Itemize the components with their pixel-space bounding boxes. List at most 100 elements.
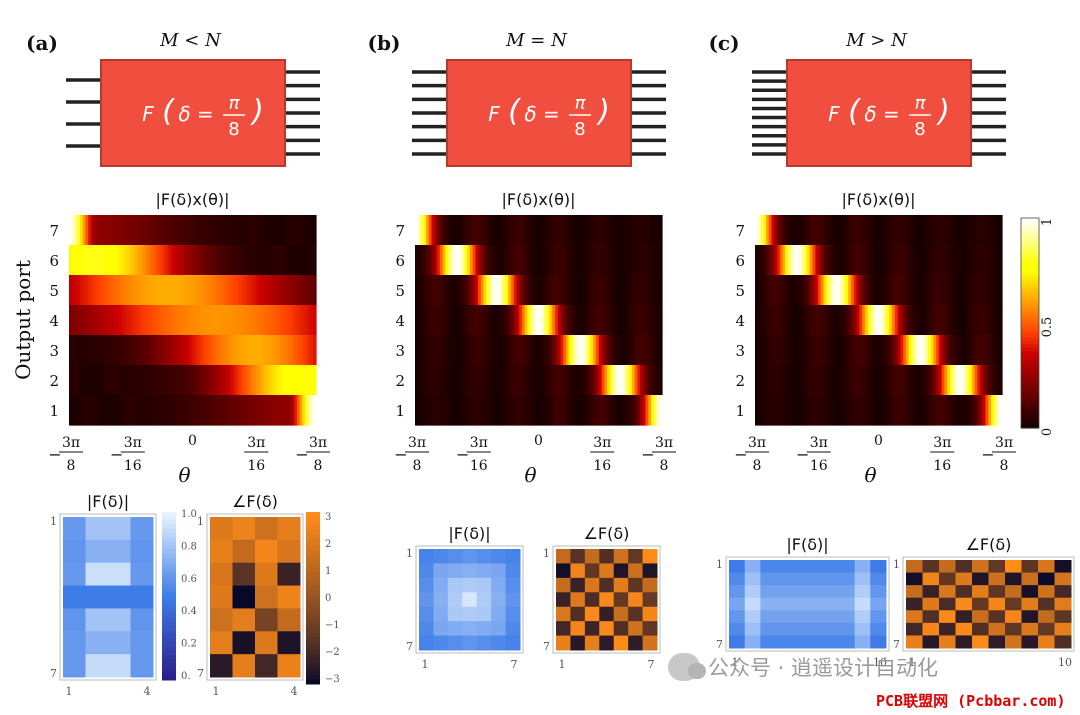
heatmap-cell — [206, 335, 210, 366]
heatmap-cell — [478, 215, 482, 246]
heatmap-cell — [222, 335, 227, 366]
heatmap-cell — [285, 215, 290, 246]
phase-row-tick: 7 — [543, 640, 550, 653]
amp-cell — [838, 635, 856, 649]
heatmap-cell — [640, 305, 644, 336]
heatmap-cell — [269, 275, 273, 306]
heatmap-cell — [244, 215, 248, 246]
heatmap-cell — [845, 305, 849, 336]
heatmap-cell — [467, 275, 471, 306]
heatmap-cell — [966, 245, 970, 276]
heatmap-cell — [252, 245, 257, 276]
heatmap-cell — [294, 335, 298, 366]
x-tick-den: 8 — [660, 458, 669, 474]
heatmap-cell — [900, 365, 904, 396]
heatmap-cell — [538, 395, 542, 426]
phase-cell — [613, 563, 629, 579]
heatmap-cell — [557, 365, 562, 396]
heatmap-cell — [461, 305, 465, 336]
heatmap-cell — [840, 215, 844, 246]
phase-cell — [939, 597, 956, 611]
heatmap-cell — [428, 335, 433, 366]
phase-colorbar-step — [306, 632, 320, 638]
amp-colorbar-step — [162, 520, 176, 526]
phase-cell — [1054, 585, 1072, 599]
heatmap-cell — [892, 395, 896, 426]
heatmap-cell — [925, 245, 929, 276]
heatmap-cell — [469, 335, 474, 366]
heatmap-cell — [823, 335, 827, 366]
heatmap-cell — [612, 275, 616, 306]
heatmap-cell — [118, 245, 122, 276]
heatmap-cell — [911, 275, 915, 306]
heatmap-cell — [870, 395, 874, 426]
heatmap-cell — [522, 215, 526, 246]
amp-cell — [807, 572, 824, 586]
heatmap-cell — [875, 275, 880, 306]
heatmap-cell — [883, 365, 888, 396]
heatmap-cell — [244, 305, 248, 336]
x-tick-num: 3π — [124, 435, 142, 451]
heatmap-cell — [236, 395, 240, 426]
heatmap-cell — [878, 335, 882, 366]
heatmap-cell — [88, 395, 92, 426]
heatmap-cell — [859, 245, 863, 276]
heatmap-cell — [192, 275, 196, 306]
heatmap-cell — [107, 215, 111, 246]
phase-cell — [922, 635, 940, 649]
heatmap-cell — [571, 215, 575, 246]
y-tick-label: 1 — [735, 402, 745, 420]
phase-colorbar-step — [306, 636, 320, 642]
heatmap-cell — [845, 215, 849, 246]
heatmap-cell — [541, 215, 545, 246]
heatmap-cell — [960, 305, 965, 336]
phase-cell — [1021, 597, 1039, 611]
heatmap-cell — [535, 395, 540, 426]
heatmap-cell — [757, 335, 762, 366]
heatmap-cell — [944, 395, 948, 426]
heatmap-cell — [305, 245, 309, 276]
heatmap-cell — [445, 245, 449, 276]
heatmap-cell — [442, 215, 446, 246]
heatmap-cell — [818, 365, 822, 396]
heatmap-cell — [982, 365, 987, 396]
phase-cell — [570, 592, 586, 608]
heatmap-cell — [486, 335, 490, 366]
heatmap-cell — [497, 215, 501, 246]
phase-col-tick: 1 — [213, 685, 220, 698]
heatmap-cell — [524, 305, 529, 336]
heatmap-cell — [310, 395, 314, 426]
heatmap-cell — [593, 245, 597, 276]
heatmap-cell — [236, 215, 240, 246]
heatmap-cell — [903, 365, 907, 396]
heatmap-cell — [974, 335, 978, 366]
heatmap-cell — [178, 395, 183, 426]
heatmap-cell — [420, 275, 424, 306]
heatmap-cell — [184, 215, 188, 246]
heatmap-cell — [478, 305, 482, 336]
panel-condition: M < N — [159, 30, 222, 51]
heatmap-cell — [911, 215, 915, 246]
heatmap-cell — [823, 305, 827, 336]
heatmap-cell — [494, 365, 498, 396]
heatmap-cell — [590, 365, 594, 396]
amp-cell — [729, 635, 746, 649]
heatmap-cell — [596, 305, 600, 336]
amp-cell — [776, 622, 793, 636]
heatmap-cell — [851, 305, 855, 336]
heatmap-cell — [933, 245, 937, 276]
heatmap-cell — [582, 395, 586, 426]
heatmap-cell — [296, 215, 301, 246]
heatmap-cell — [757, 365, 762, 396]
heatmap-cell — [143, 395, 147, 426]
heatmap-cell — [88, 245, 92, 276]
heatmap-cell — [516, 335, 520, 366]
heatmap-cell — [434, 245, 438, 276]
heatmap-cell — [225, 275, 229, 306]
heatmap-cell — [768, 245, 773, 276]
amp-cell — [491, 606, 507, 622]
heatmap-cell — [851, 365, 855, 396]
amp-cell — [744, 622, 761, 636]
amp-colorbar-step — [162, 512, 176, 517]
main-colorbar-step — [1021, 333, 1039, 338]
